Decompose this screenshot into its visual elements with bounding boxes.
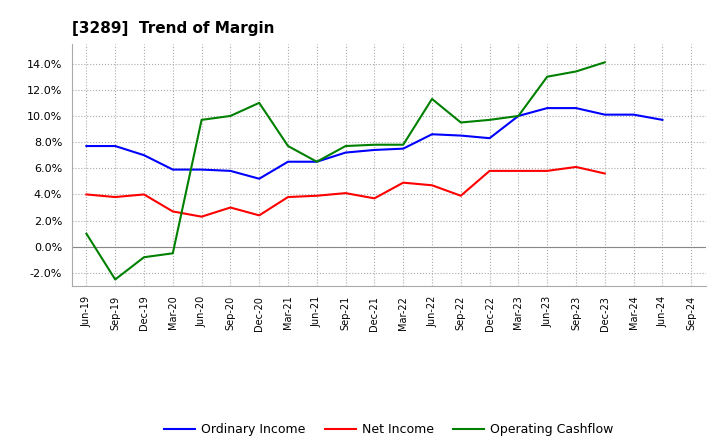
Ordinary Income <box>140 153 148 158</box>
Text: [3289]  Trend of Margin: [3289] Trend of Margin <box>72 21 274 36</box>
Ordinary Income <box>255 176 264 181</box>
Ordinary Income <box>284 159 292 165</box>
Ordinary Income <box>312 159 321 165</box>
Operating Cashflow <box>370 142 379 147</box>
Ordinary Income <box>572 106 580 111</box>
Operating Cashflow <box>255 100 264 106</box>
Ordinary Income <box>168 167 177 172</box>
Ordinary Income <box>485 136 494 141</box>
Net Income <box>514 168 523 173</box>
Net Income <box>456 193 465 198</box>
Operating Cashflow <box>312 159 321 165</box>
Operating Cashflow <box>140 255 148 260</box>
Operating Cashflow <box>111 277 120 282</box>
Net Income <box>197 214 206 219</box>
Net Income <box>399 180 408 185</box>
Operating Cashflow <box>456 120 465 125</box>
Net Income <box>140 192 148 197</box>
Operating Cashflow <box>543 74 552 79</box>
Ordinary Income <box>456 133 465 138</box>
Line: Ordinary Income: Ordinary Income <box>86 108 662 179</box>
Legend: Ordinary Income, Net Income, Operating Cashflow: Ordinary Income, Net Income, Operating C… <box>159 418 618 440</box>
Operating Cashflow <box>341 143 350 149</box>
Ordinary Income <box>341 150 350 155</box>
Ordinary Income <box>514 114 523 119</box>
Net Income <box>572 164 580 169</box>
Line: Net Income: Net Income <box>86 167 605 216</box>
Operating Cashflow <box>284 143 292 149</box>
Net Income <box>82 192 91 197</box>
Ordinary Income <box>226 168 235 173</box>
Operating Cashflow <box>168 251 177 256</box>
Operating Cashflow <box>572 69 580 74</box>
Operating Cashflow <box>82 231 91 236</box>
Ordinary Income <box>629 112 638 117</box>
Net Income <box>226 205 235 210</box>
Net Income <box>111 194 120 200</box>
Ordinary Income <box>428 132 436 137</box>
Ordinary Income <box>370 147 379 153</box>
Operating Cashflow <box>428 96 436 102</box>
Net Income <box>543 168 552 173</box>
Net Income <box>485 168 494 173</box>
Ordinary Income <box>658 117 667 122</box>
Operating Cashflow <box>399 142 408 147</box>
Line: Operating Cashflow: Operating Cashflow <box>86 62 605 279</box>
Net Income <box>600 171 609 176</box>
Net Income <box>284 194 292 200</box>
Net Income <box>312 193 321 198</box>
Ordinary Income <box>600 112 609 117</box>
Ordinary Income <box>543 106 552 111</box>
Operating Cashflow <box>197 117 206 122</box>
Operating Cashflow <box>514 114 523 119</box>
Operating Cashflow <box>226 114 235 119</box>
Net Income <box>428 183 436 188</box>
Net Income <box>370 196 379 201</box>
Operating Cashflow <box>600 60 609 65</box>
Operating Cashflow <box>485 117 494 122</box>
Net Income <box>255 213 264 218</box>
Ordinary Income <box>399 146 408 151</box>
Ordinary Income <box>82 143 91 149</box>
Ordinary Income <box>197 167 206 172</box>
Net Income <box>341 191 350 196</box>
Net Income <box>168 209 177 214</box>
Ordinary Income <box>111 143 120 149</box>
